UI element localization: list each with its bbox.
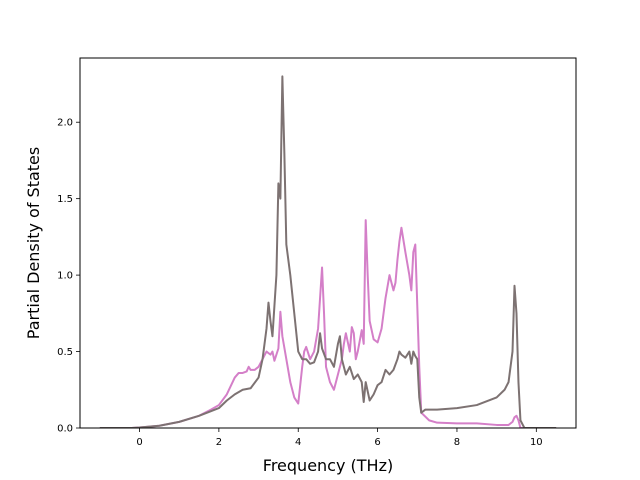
series-line-1 [99,219,557,428]
plot-area [79,57,577,429]
series-layer [99,75,557,428]
x-tick-label: 0 [136,437,142,448]
x-axis-label: Frequency (THz) [263,456,393,475]
y-tick-label: 1.0 [57,271,73,282]
series-line-2 [99,75,557,428]
y-tick-label: 0.5 [57,347,73,358]
y-tick-label: 2.0 [57,118,73,129]
x-tick-label: 6 [374,437,380,448]
y-tick-label: 0.0 [57,424,73,435]
x-tick-label: 4 [295,437,301,448]
x-tick-label: 10 [530,437,543,448]
plot-frame [79,57,577,429]
y-tick-label: 1.5 [57,194,73,205]
x-tick-label: 8 [454,437,460,448]
y-axis-ticks: 0.0 0.5 1.0 1.5 2.0 [57,118,80,435]
x-axis-ticks: 0 2 4 6 8 10 [136,428,543,448]
y-axis-label: Partial Density of States [24,147,43,339]
x-tick-label: 2 [216,437,222,448]
